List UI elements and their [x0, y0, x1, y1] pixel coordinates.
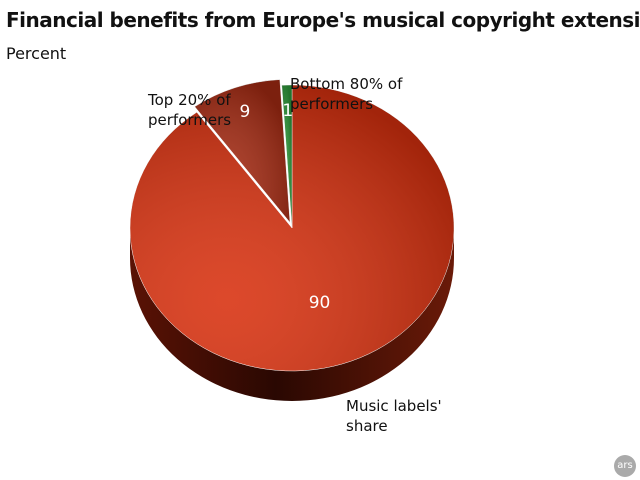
- pie-side: [130, 228, 454, 401]
- category-label: Bottom 80% of performers: [290, 75, 403, 113]
- slice-shade: [194, 79, 290, 223]
- category-label: Top 20% of performers: [148, 91, 232, 129]
- value-label: 1: [282, 101, 293, 121]
- chart-title: Financial benefits from Europe's musical…: [6, 8, 640, 32]
- value-label: 90: [309, 293, 331, 313]
- chart-subtitle: Percent: [6, 44, 67, 63]
- value-label: 9: [240, 102, 251, 122]
- logo: ars: [614, 455, 636, 477]
- slice-shade: [281, 85, 292, 228]
- category-label: Music labels' share: [346, 397, 442, 435]
